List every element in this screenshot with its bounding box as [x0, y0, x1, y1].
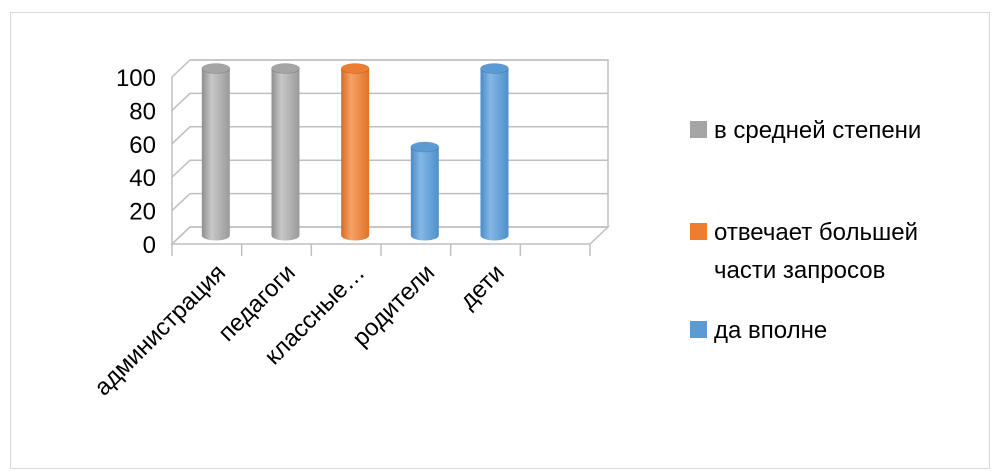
- bar-cylinder: [410, 141, 440, 241]
- y-axis-tick-labels: 0 20 40 60 80 100: [116, 65, 156, 259]
- y-tick-label: 100: [116, 65, 156, 92]
- legend-label: да вполне: [714, 317, 827, 344]
- legend: в средней степени отвечает большей части з…: [690, 117, 921, 344]
- legend-swatch: [690, 223, 707, 240]
- grid-lines: [171, 59, 608, 256]
- bar-top: [410, 141, 440, 153]
- gridline: [171, 192, 608, 212]
- bar-body: [271, 68, 300, 241]
- floor: [170, 226, 610, 245]
- bar-cylinder: [480, 63, 509, 241]
- x-category-label: администрация: [89, 259, 231, 401]
- legend-label: части запросов: [714, 257, 885, 284]
- bar-body: [341, 68, 370, 241]
- legend-swatch: [690, 121, 707, 138]
- legend-label: отвечает большей: [714, 219, 918, 246]
- bar-body: [410, 146, 439, 241]
- bar-top: [340, 63, 370, 74]
- y-tick-label: 20: [129, 199, 156, 226]
- bar-top: [201, 63, 231, 74]
- legend-item: в средней степени: [690, 117, 921, 144]
- bar-top: [480, 63, 509, 74]
- bar-cylinder: [340, 63, 370, 241]
- y-tick-label: 80: [129, 98, 156, 125]
- gridline: [171, 92, 608, 111]
- bar-cylinder: [271, 63, 300, 241]
- gridline: [171, 159, 608, 178]
- bar-top: [271, 63, 300, 74]
- legend-swatch: [690, 321, 707, 338]
- legend-label: в средней степени: [714, 117, 921, 144]
- y-tick-label: 0: [143, 232, 156, 259]
- gridline: [171, 59, 608, 78]
- legend-item: отвечает большей части запросов: [690, 219, 918, 284]
- x-category-label: дети: [455, 259, 510, 314]
- back-wall: [190, 59, 609, 227]
- gridline: [171, 226, 608, 245]
- y-tick-label: 40: [129, 165, 156, 192]
- legend-item: да вполне: [690, 317, 827, 344]
- bar-cylinder: [201, 63, 231, 241]
- bar-body: [480, 68, 509, 241]
- bars: [201, 63, 509, 241]
- gridline: [171, 126, 608, 145]
- plot-walls: [170, 59, 610, 245]
- bar-body: [201, 68, 230, 241]
- y-tick-label: 60: [129, 132, 156, 159]
